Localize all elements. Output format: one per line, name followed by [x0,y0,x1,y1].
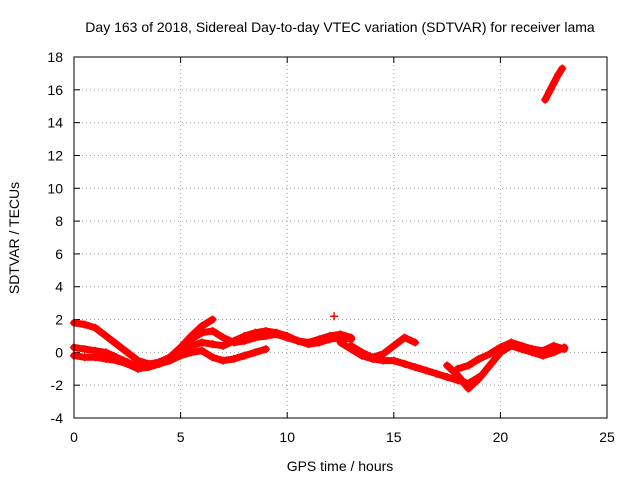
x-tick-label: 20 [493,429,509,445]
series-track-c [70,345,270,373]
series-track-h [453,338,569,373]
x-axis-label: GPS time / hours [287,458,394,474]
series-track-e [336,338,484,388]
y-tick-label: -4 [51,410,64,426]
chart-title: Day 163 of 2018, Sidereal Day-to-day VTE… [85,19,595,35]
y-tick-label: 16 [47,82,63,98]
y-tick-label: 4 [55,279,63,295]
series-line [187,327,355,346]
y-tick-label: 8 [55,213,63,229]
x-tick-label: 5 [177,429,185,445]
series-layer [70,64,569,393]
y-tick-label: 2 [55,312,63,328]
y-tick-label: 0 [55,344,63,360]
y-axis-label: SDTVAR / TECUs [6,182,22,294]
y-tick-label: 10 [47,180,63,196]
series-track-i [541,64,567,104]
series-track-d [187,327,356,347]
plot-frame [73,56,608,419]
y-tick-label: -2 [51,377,64,393]
y-tick-label: 12 [47,147,63,163]
y-tick-label: 14 [47,115,63,131]
x-tick-label: 25 [599,429,615,445]
y-tick-label: 18 [47,49,63,65]
series-track-f [347,333,420,362]
x-tick-label: 10 [279,429,295,445]
x-tick-label: 0 [70,429,78,445]
series-outlier [330,312,339,321]
y-tick-label: 6 [55,246,63,262]
grid-lines [74,57,607,418]
x-tick-label: 15 [386,429,402,445]
tick-labels: 0 5 10 15 20 25 -4 -2 0 2 4 6 8 10 12 14 16 18 [47,49,615,445]
